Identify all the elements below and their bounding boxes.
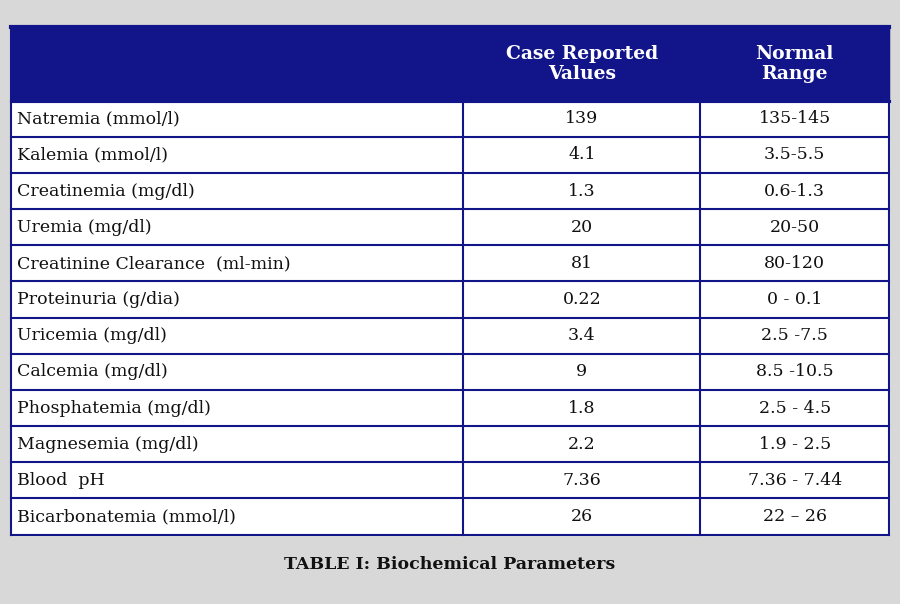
Text: 0.6-1.3: 0.6-1.3 (764, 182, 825, 199)
Text: Calcemia (mg/dl): Calcemia (mg/dl) (17, 364, 167, 381)
Text: Proteinuria (g/dia): Proteinuria (g/dia) (17, 291, 180, 308)
Text: Bicarbonatemia (mmol/l): Bicarbonatemia (mmol/l) (17, 508, 236, 525)
Text: 2.5 - 4.5: 2.5 - 4.5 (759, 399, 831, 417)
Text: Normal
Range: Normal Range (756, 45, 834, 83)
Text: 2.2: 2.2 (568, 435, 596, 452)
Text: 139: 139 (565, 111, 599, 127)
Text: 2.5 -7.5: 2.5 -7.5 (761, 327, 828, 344)
Text: Case Reported
Values: Case Reported Values (506, 45, 658, 83)
Text: 0.22: 0.22 (562, 291, 601, 308)
Text: 3.5-5.5: 3.5-5.5 (764, 147, 825, 164)
Text: Creatinine Clearance  (ml-min): Creatinine Clearance (ml-min) (17, 255, 291, 272)
Text: Kalemia (mmol/l): Kalemia (mmol/l) (17, 147, 168, 164)
Text: Natremia (mmol/l): Natremia (mmol/l) (17, 111, 180, 127)
Text: 135-145: 135-145 (759, 111, 831, 127)
Text: 1.9 - 2.5: 1.9 - 2.5 (759, 435, 831, 452)
Text: TABLE I: Biochemical Parameters: TABLE I: Biochemical Parameters (284, 556, 616, 573)
Text: Uremia (mg/dl): Uremia (mg/dl) (17, 219, 152, 236)
Text: 20: 20 (571, 219, 593, 236)
Text: Phosphatemia (mg/dl): Phosphatemia (mg/dl) (17, 399, 211, 417)
Text: 1.8: 1.8 (568, 399, 596, 417)
Text: 4.1: 4.1 (568, 147, 596, 164)
Text: 81: 81 (571, 255, 593, 272)
Text: 22 – 26: 22 – 26 (763, 508, 827, 525)
Text: 26: 26 (571, 508, 593, 525)
Text: Creatinemia (mg/dl): Creatinemia (mg/dl) (17, 182, 194, 199)
Text: 8.5 -10.5: 8.5 -10.5 (756, 364, 833, 381)
Text: 1.3: 1.3 (568, 182, 596, 199)
Text: 80-120: 80-120 (764, 255, 825, 272)
Text: 0 - 0.1: 0 - 0.1 (767, 291, 823, 308)
Text: Blood  pH: Blood pH (17, 472, 104, 489)
Text: 7.36: 7.36 (562, 472, 601, 489)
Text: 9: 9 (576, 364, 588, 381)
Text: Uricemia (mg/dl): Uricemia (mg/dl) (17, 327, 167, 344)
Text: Magnesemia (mg/dl): Magnesemia (mg/dl) (17, 435, 199, 452)
Text: 20-50: 20-50 (770, 219, 820, 236)
Text: 3.4: 3.4 (568, 327, 596, 344)
Text: 7.36 - 7.44: 7.36 - 7.44 (748, 472, 842, 489)
